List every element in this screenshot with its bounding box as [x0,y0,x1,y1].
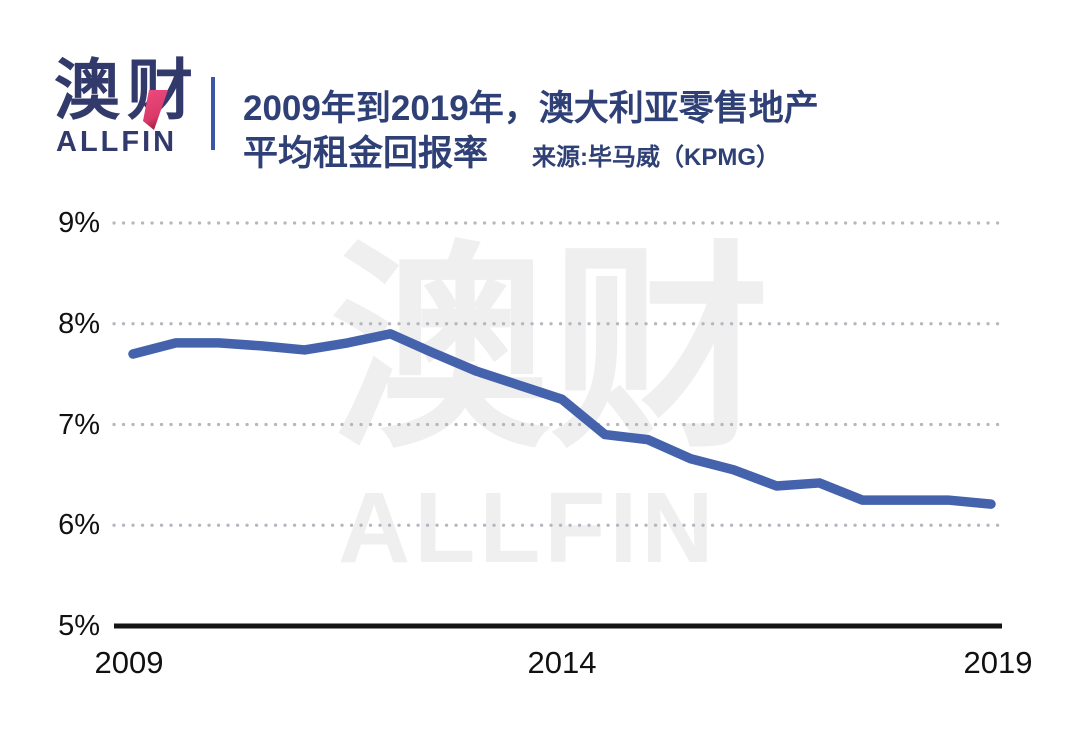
y-tick-label-5%: 5% [58,610,100,642]
y-tick-label-6%: 6% [58,509,100,542]
x-tick-label-2019: 2019 [963,645,1033,680]
y-tick-label-8%: 8% [58,307,100,340]
chart-title-row: 平均租金回报率 来源:毕马威（KPMG） [243,125,780,176]
header-divider [211,77,215,150]
y-tick-label-9%: 9% [58,207,100,239]
x-tick-label-2009: 2009 [94,645,164,680]
chart-title-line1: 2009年到2019年，澳大利亚零售地产 [243,89,819,128]
series-line [128,329,996,509]
source-label: 来源:毕马威（KPMG） [532,144,781,171]
chart-title-line2: 平均租金回报率 [243,134,489,173]
logo-cn-text: 澳财 [54,53,200,127]
y-tick-label-7%: 7% [58,408,100,441]
logo-en-text: ALLFIN [56,126,178,158]
x-tick-label-2014: 2014 [527,645,597,680]
header: 澳财 ALLFIN 2009年到2019年，澳大利亚零售地产 平均租金回报率 来源… [0,0,1067,190]
